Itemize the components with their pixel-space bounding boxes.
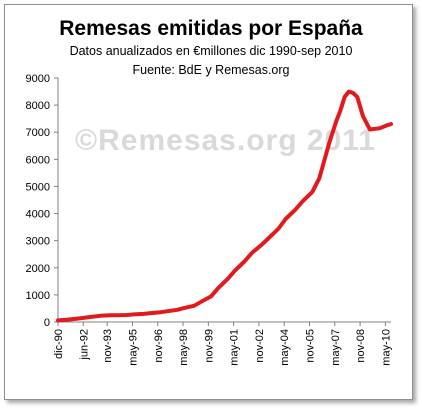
chart-source: Fuente: BdE y Remesas.org [132,63,290,77]
x-tick-label: nov-96 [153,329,165,363]
y-tick-label: 0 [44,317,50,329]
x-tick-label: may-98 [178,329,190,366]
chart-frame [4,4,413,400]
x-tick-label: nov-05 [305,329,317,363]
x-tick-label: may-07 [330,329,342,366]
x-tick-label: jun-92 [78,329,90,361]
x-tick-label: may-10 [380,329,392,366]
x-tick-label: dic-90 [53,329,65,359]
chart-title: Remesas emitidas por España [59,17,363,40]
x-tick-label: nov-93 [102,329,114,363]
x-tick-label: nov-08 [355,329,367,363]
y-tick-label: 8000 [26,100,50,112]
y-axis-ticks: 0 1000 2000 3000 4000 5000 6000 7000 8000 9000 [26,73,58,329]
y-tick-label: 4000 [26,209,50,221]
x-tick-label: may-01 [229,329,241,366]
y-tick-label: 7000 [26,127,50,139]
y-tick-label: 2000 [26,263,50,275]
x-tick-label: may-04 [279,329,291,366]
x-tick-label: may-95 [127,329,139,366]
series-line [56,89,393,323]
x-tick-label: nov-02 [254,329,266,363]
x-tick-label: nov-99 [203,329,215,363]
y-tick-label: 1000 [26,290,50,302]
x-axis-ticks: dic-90 jun-92 nov-93 may-95 nov-96 may-98 nov-… [53,322,392,366]
y-tick-label: 9000 [26,73,50,85]
series-layer [56,89,393,323]
chart-subtitle: Datos anualizados en €millones dic 1990-… [69,44,353,58]
y-tick-label: 5000 [26,181,50,193]
y-tick-label: 6000 [26,154,50,166]
y-tick-label: 3000 [26,236,50,248]
axes [57,78,391,323]
